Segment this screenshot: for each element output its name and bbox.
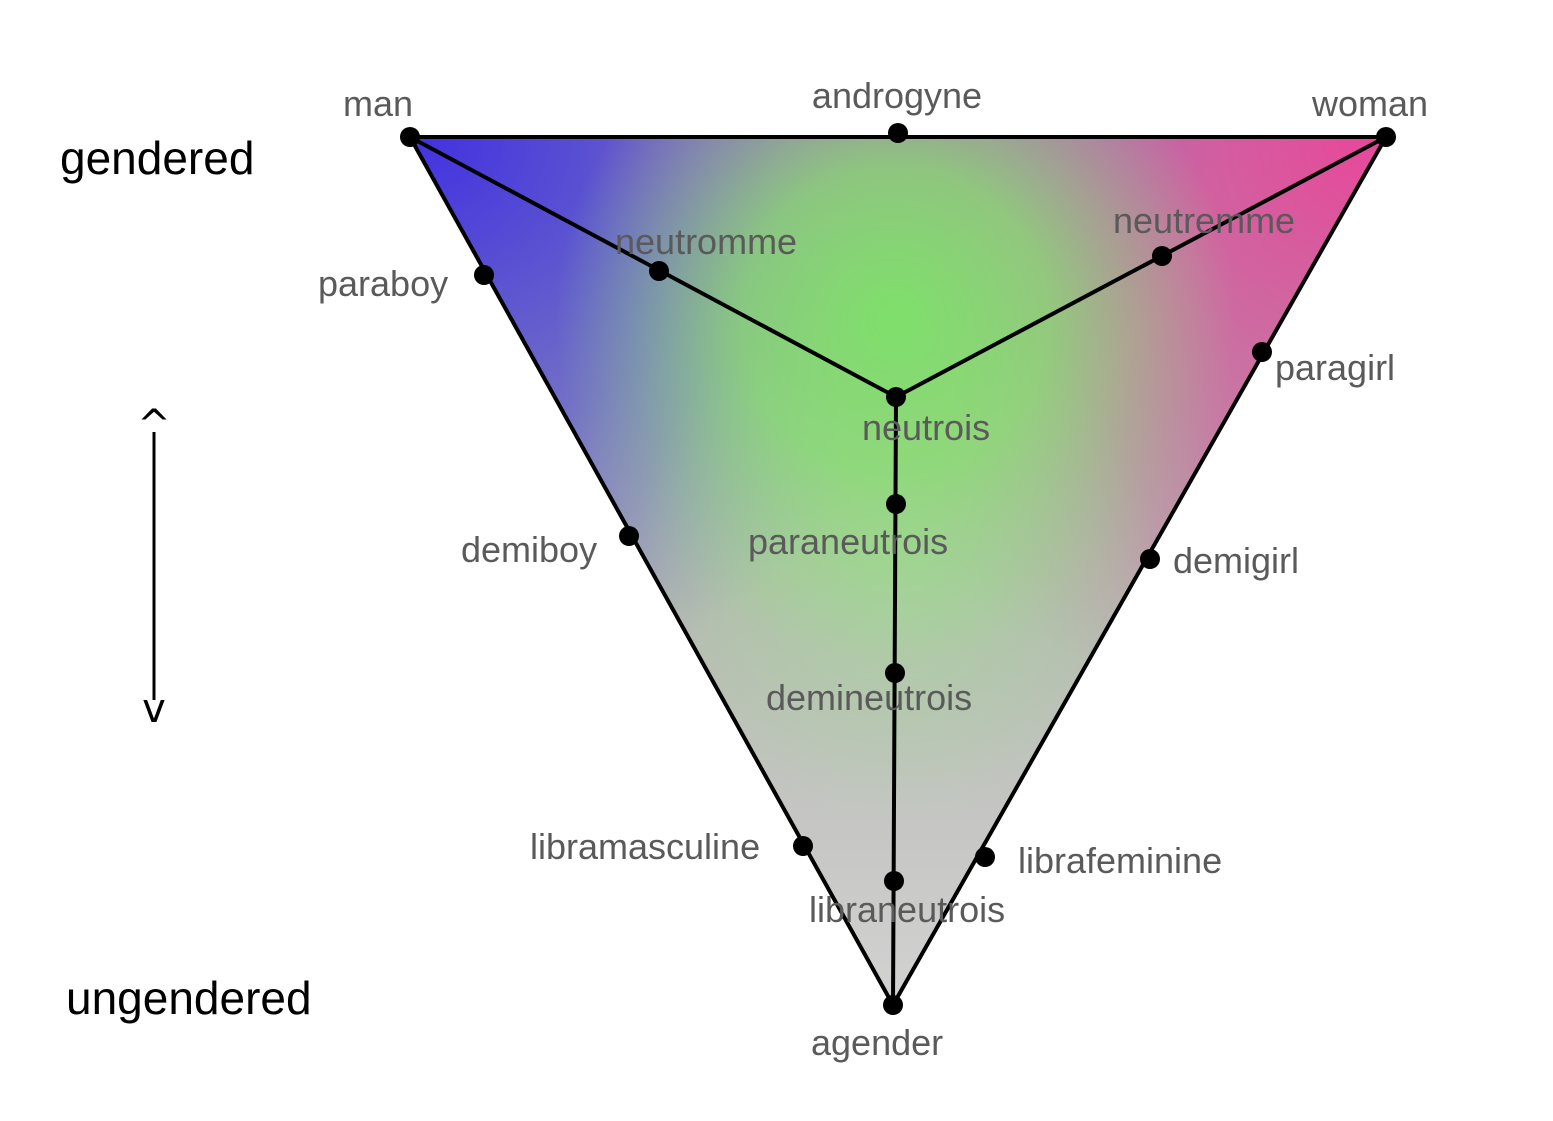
label-demineutrois: demineutrois [766, 677, 972, 718]
label-librafeminine: librafeminine [1018, 840, 1222, 881]
label-libraneutrois: libraneutrois [809, 889, 1005, 930]
diagram-labels: man androgyne woman neutromme neutremme parab… [318, 75, 1428, 1063]
label-androgyne: androgyne [812, 75, 982, 116]
label-paraneutrois: paraneutrois [748, 521, 948, 562]
node-paraboy [474, 265, 494, 285]
node-demigirl [1140, 549, 1160, 569]
label-woman: woman [1311, 83, 1428, 124]
node-man [400, 127, 420, 147]
vertical-axis-arrow: ^ v [137, 402, 171, 732]
label-paraboy: paraboy [318, 263, 448, 304]
arrow-down-icon: v [142, 686, 166, 732]
node-demineutrois [885, 663, 905, 683]
label-neutrois: neutrois [862, 407, 990, 448]
diagram-nodes [400, 123, 1396, 1015]
node-androgyne [888, 123, 908, 143]
node-paragirl [1252, 342, 1272, 362]
node-neutromme [649, 261, 669, 281]
axis-label-ungendered: ungendered [66, 972, 312, 1024]
label-neutromme: neutromme [615, 221, 797, 262]
node-neutremme [1152, 246, 1172, 266]
label-man: man [343, 83, 413, 124]
node-woman [1376, 127, 1396, 147]
node-librafeminine [975, 847, 995, 867]
node-libraneutrois [884, 871, 904, 891]
node-demiboy [619, 526, 639, 546]
axis-label-gendered: gendered [60, 132, 254, 184]
label-demiboy: demiboy [461, 529, 597, 570]
edge-woman-neutrois [894, 135, 1388, 399]
node-paraneutrois [886, 494, 906, 514]
label-neutremme: neutremme [1113, 200, 1295, 241]
label-demigirl: demigirl [1173, 540, 1299, 581]
label-libramasculine: libramasculine [530, 826, 760, 867]
node-neutrois [886, 387, 906, 407]
node-agender [883, 995, 903, 1015]
label-agender: agender [811, 1022, 943, 1063]
node-libramasculine [793, 836, 813, 856]
label-paragirl: paragirl [1275, 347, 1395, 388]
arrow-up-icon: ^ [137, 402, 171, 448]
